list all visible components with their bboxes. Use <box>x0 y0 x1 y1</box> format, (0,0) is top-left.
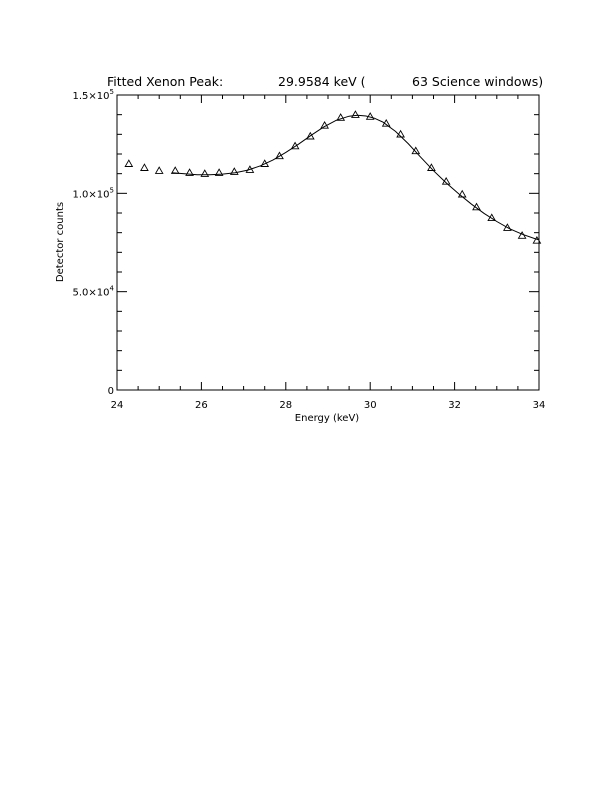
data-point-triangle <box>245 165 255 173</box>
x-axis-label: Energy (keV) <box>295 413 360 424</box>
data-point-triangle <box>185 168 194 176</box>
data-point-triangle <box>214 168 224 176</box>
x-axis-ticks: 24 26 28 30 32 34 <box>111 95 546 411</box>
y-tick-exponent: 4 <box>110 285 115 293</box>
chart-title-energy: 29.9584 keV ( <box>278 74 366 89</box>
y-tick-exponent: 5 <box>110 88 114 96</box>
chart-title-prefix: Fitted Xenon Peak: <box>107 74 223 89</box>
y-minor-ticks <box>117 94 539 391</box>
data-point-triangle <box>320 120 329 129</box>
x-tick-label: 34 <box>533 400 546 411</box>
data-point-triangle <box>457 189 467 198</box>
data-point-triangle <box>290 141 300 150</box>
plot-frame <box>116 94 540 391</box>
data-point-triangle <box>140 163 149 171</box>
x-tick-label: 28 <box>279 400 292 411</box>
y-tick-label: 5.0×104 <box>73 285 115 299</box>
fit-curve-line <box>171 114 540 241</box>
data-point-triangle <box>200 169 210 177</box>
data-point-triangle <box>260 159 270 167</box>
x-tick-label: 24 <box>111 400 124 411</box>
data-point-triangle <box>411 146 421 155</box>
y-axis-label: Detector counts <box>55 202 66 282</box>
data-points <box>124 110 542 244</box>
chart-title-windows: 63 Science windows) <box>412 74 543 89</box>
x-tick-label: 32 <box>448 400 461 411</box>
data-point-triangle <box>532 235 542 244</box>
data-point-triangle <box>427 163 436 171</box>
x-tick-label: 26 <box>195 400 208 411</box>
plot-border <box>116 94 540 391</box>
y-tick-exponent: 5 <box>110 186 114 194</box>
y-tick-mantissa: 5.0×10 <box>73 288 110 299</box>
data-point-triangle <box>396 129 405 138</box>
data-point-triangle <box>472 202 481 211</box>
fit-curve <box>171 114 540 241</box>
data-point-triangle <box>305 131 315 140</box>
data-point-triangle <box>365 112 375 120</box>
data-point-triangle <box>124 159 134 167</box>
data-point-triangle <box>517 231 527 239</box>
y-tick-label: 1.0×105 <box>73 186 114 200</box>
y-tick-label: 0 <box>108 386 114 397</box>
data-point-triangle <box>170 166 180 174</box>
y-tick-label: 1.5×105 <box>73 88 114 102</box>
data-point-triangle <box>351 110 360 118</box>
data-point-triangle <box>441 176 451 185</box>
y-tick-mantissa: 1.0×10 <box>73 189 110 200</box>
data-point-triangle <box>503 223 512 231</box>
data-point-triangle <box>154 166 164 174</box>
x-tick-label: 30 <box>364 400 377 411</box>
data-point-triangle <box>229 167 239 175</box>
data-point-triangle <box>336 113 346 121</box>
data-point-triangle <box>275 151 284 160</box>
y-tick-mantissa: 0 <box>108 386 114 397</box>
data-point-triangle <box>381 118 391 127</box>
data-point-triangle <box>487 213 497 222</box>
y-tick-mantissa: 1.5×10 <box>73 91 110 102</box>
